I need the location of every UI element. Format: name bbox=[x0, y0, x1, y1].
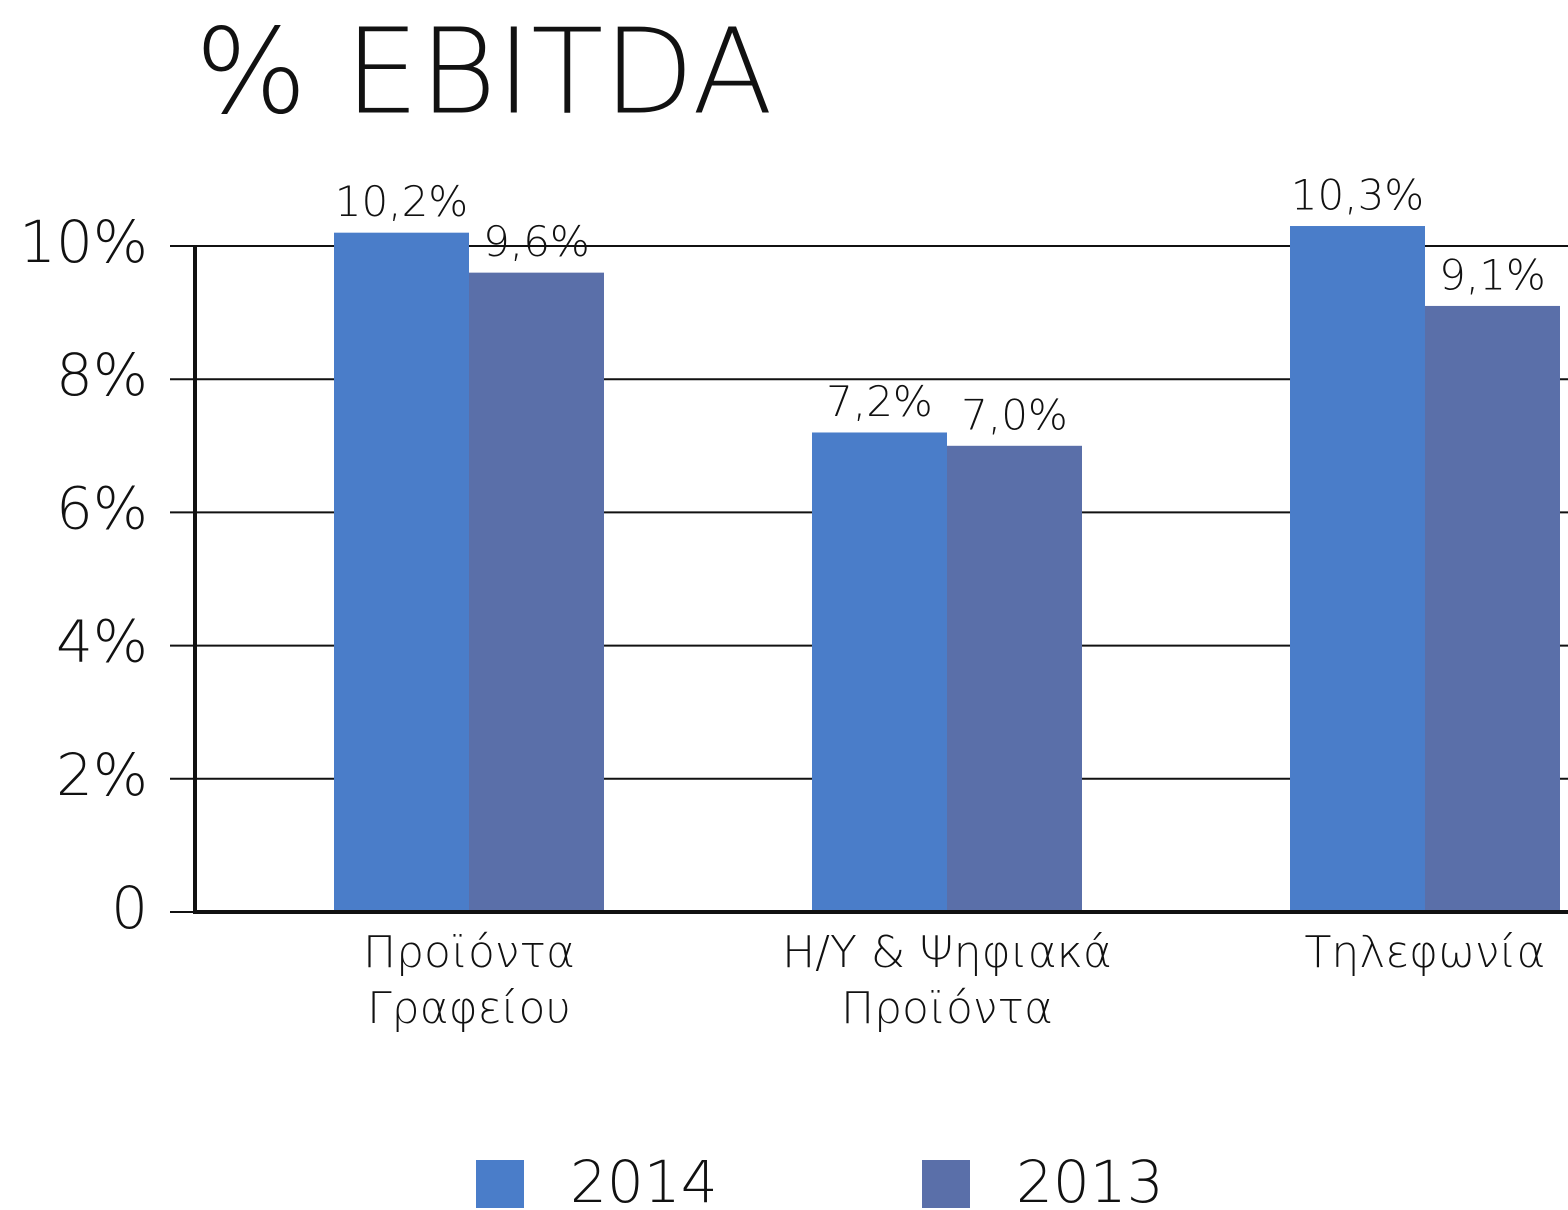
y-tick-label: 10% bbox=[19, 208, 148, 276]
data-label: 9,1% bbox=[1439, 250, 1546, 299]
x-tick-label: Γραφείου bbox=[367, 983, 571, 1034]
bar bbox=[334, 232, 469, 912]
legend-swatch bbox=[476, 1160, 524, 1208]
data-label: 7,0% bbox=[961, 390, 1068, 439]
x-tick-label: Τηλεφωνία bbox=[1304, 927, 1545, 978]
y-tick-label: 2% bbox=[56, 741, 148, 809]
data-label: 10,3% bbox=[1291, 171, 1424, 220]
bar bbox=[812, 432, 947, 912]
y-tick-label: 8% bbox=[56, 341, 148, 409]
data-label: 9,6% bbox=[483, 217, 590, 266]
legend-label: 2013 bbox=[1016, 1148, 1164, 1210]
data-label: 7,2% bbox=[826, 377, 933, 426]
x-tick-label: Η/Υ & Ψηφιακά bbox=[782, 927, 1112, 978]
y-tick-label: 6% bbox=[56, 474, 148, 542]
y-tick-label: 0 bbox=[111, 874, 148, 942]
bar bbox=[947, 445, 1082, 912]
chart-title: % EBITDA bbox=[195, 2, 773, 140]
bar bbox=[469, 272, 604, 912]
x-tick-label: Προϊόντα bbox=[363, 927, 575, 978]
legend-label: 2014 bbox=[570, 1148, 718, 1210]
legend-swatch bbox=[922, 1160, 970, 1208]
bar bbox=[1290, 226, 1425, 912]
bar bbox=[1425, 305, 1560, 912]
x-tick-label: Προϊόντα bbox=[841, 983, 1053, 1034]
y-tick-label: 4% bbox=[56, 608, 148, 676]
data-label: 10,2% bbox=[335, 177, 468, 226]
